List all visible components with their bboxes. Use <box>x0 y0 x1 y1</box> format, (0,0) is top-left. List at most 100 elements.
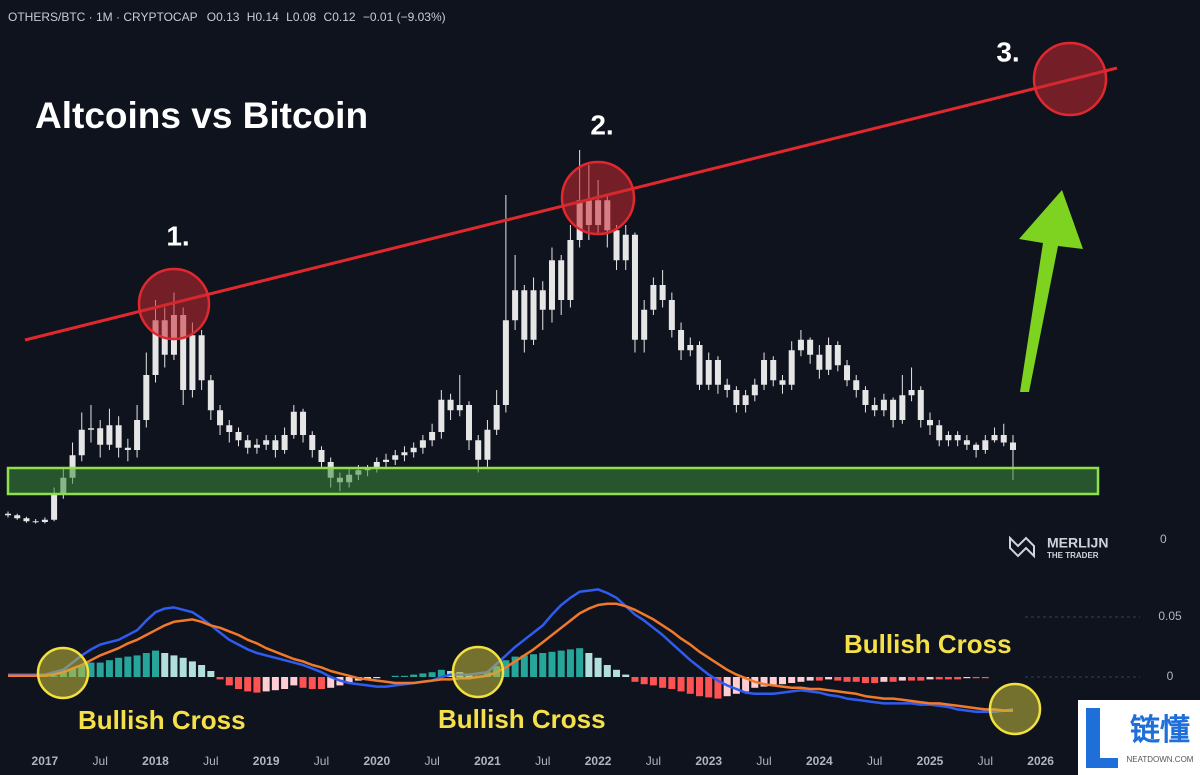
candle-body <box>797 339 804 351</box>
histogram-bar <box>861 677 869 683</box>
candle-body <box>373 462 380 468</box>
candle-body <box>982 440 989 450</box>
candle-body <box>198 335 205 381</box>
annotation: Bullish Cross <box>78 705 246 735</box>
candle-body <box>548 260 555 310</box>
candle-body <box>207 380 214 411</box>
histogram-bar <box>742 677 750 692</box>
histogram-bar <box>216 677 224 680</box>
histogram-bar <box>686 677 694 694</box>
histogram-bar <box>640 677 648 685</box>
candle-body <box>244 440 251 448</box>
histogram-bar <box>954 677 962 680</box>
watermark-text: THE TRADER <box>1047 551 1099 560</box>
candle-body <box>687 345 694 351</box>
histogram-bar <box>843 677 851 682</box>
candle-body <box>447 399 454 411</box>
y-tick-label: 0 <box>1160 532 1167 546</box>
candle-body <box>631 234 638 340</box>
candle-body <box>622 234 629 261</box>
x-tick-label: 2023 <box>695 754 722 768</box>
histogram-bar <box>511 656 519 677</box>
histogram-bar <box>327 677 335 688</box>
peak-circle <box>137 267 211 341</box>
candle-body <box>668 300 675 330</box>
histogram-bar <box>235 677 242 689</box>
annotation: 3. <box>996 36 1019 67</box>
watermark-text: MERLIJN <box>1047 535 1108 551</box>
cross-circle <box>988 682 1042 736</box>
histogram-bar <box>659 677 667 688</box>
candle-body <box>945 435 952 441</box>
histogram-bar <box>871 677 879 683</box>
candle-body <box>226 425 233 432</box>
candle-body <box>880 399 887 411</box>
candle-body <box>714 360 721 385</box>
candle-body <box>134 420 141 450</box>
ohlc-label: O <box>207 10 216 24</box>
histogram-bar <box>345 677 353 683</box>
x-tick-label: Jul <box>646 754 661 768</box>
annotation: 1. <box>166 220 189 251</box>
candle-body <box>742 395 749 405</box>
candle-body <box>124 447 131 450</box>
histogram-bar <box>908 677 916 681</box>
candle-body <box>963 440 970 445</box>
candle-body <box>502 320 509 405</box>
candle-body <box>180 315 187 390</box>
candle-body <box>263 440 270 445</box>
histogram-bar <box>622 674 630 677</box>
x-tick-label: 2019 <box>253 754 280 768</box>
target-circle <box>1032 41 1108 117</box>
ohlc-label: H <box>247 10 256 24</box>
annotation: Bullish Cross <box>438 704 606 734</box>
candle-body <box>466 405 472 441</box>
candle-body <box>512 290 519 321</box>
up-arrow <box>1019 190 1083 392</box>
histogram-bar <box>87 662 95 677</box>
histogram-bar <box>935 677 943 680</box>
x-tick-label: Jul <box>978 754 993 768</box>
histogram-bar <box>585 653 593 677</box>
candle-body <box>761 360 768 385</box>
candle-body <box>927 420 933 426</box>
histogram-bar <box>696 677 703 697</box>
x-tick-label: 2022 <box>585 754 612 768</box>
candle-body <box>419 440 426 448</box>
annotation: 2. <box>590 109 613 140</box>
histogram-bar <box>170 655 178 677</box>
y-tick-label: 0.05 <box>1158 609 1182 623</box>
ohlc-label: L <box>286 10 293 24</box>
macd-pane: 00.05 <box>8 588 1182 714</box>
candle-body <box>392 455 399 460</box>
histogram-bar <box>760 677 768 687</box>
symbol: OTHERS/BTC · 1M · CRYPTOCAP <box>8 10 198 24</box>
candle-body <box>309 435 316 450</box>
histogram-bar <box>557 650 565 677</box>
candle-body <box>733 390 740 405</box>
candle-body <box>383 459 390 462</box>
candle-body <box>539 290 546 310</box>
cross-circle <box>451 645 505 699</box>
histogram-bar <box>317 677 325 689</box>
histogram-bar <box>566 649 574 677</box>
candle-body <box>936 425 943 441</box>
histogram-bar <box>152 650 160 677</box>
candle-body <box>890 399 897 420</box>
candle-body <box>834 345 841 366</box>
x-tick-label: 2017 <box>32 754 59 768</box>
candle-body <box>641 309 648 340</box>
candle-body <box>5 513 11 516</box>
histogram-bar <box>299 677 307 688</box>
candle-body <box>724 384 731 390</box>
histogram-bar <box>105 660 113 677</box>
histogram-bar <box>530 654 538 677</box>
peak-circle <box>560 160 636 236</box>
histogram-bar <box>898 677 906 681</box>
histogram-bar <box>400 675 408 677</box>
logo-mark <box>1086 708 1118 768</box>
candle-body <box>438 399 445 432</box>
x-tick-label: 2018 <box>142 754 169 768</box>
histogram-bar <box>797 677 805 682</box>
